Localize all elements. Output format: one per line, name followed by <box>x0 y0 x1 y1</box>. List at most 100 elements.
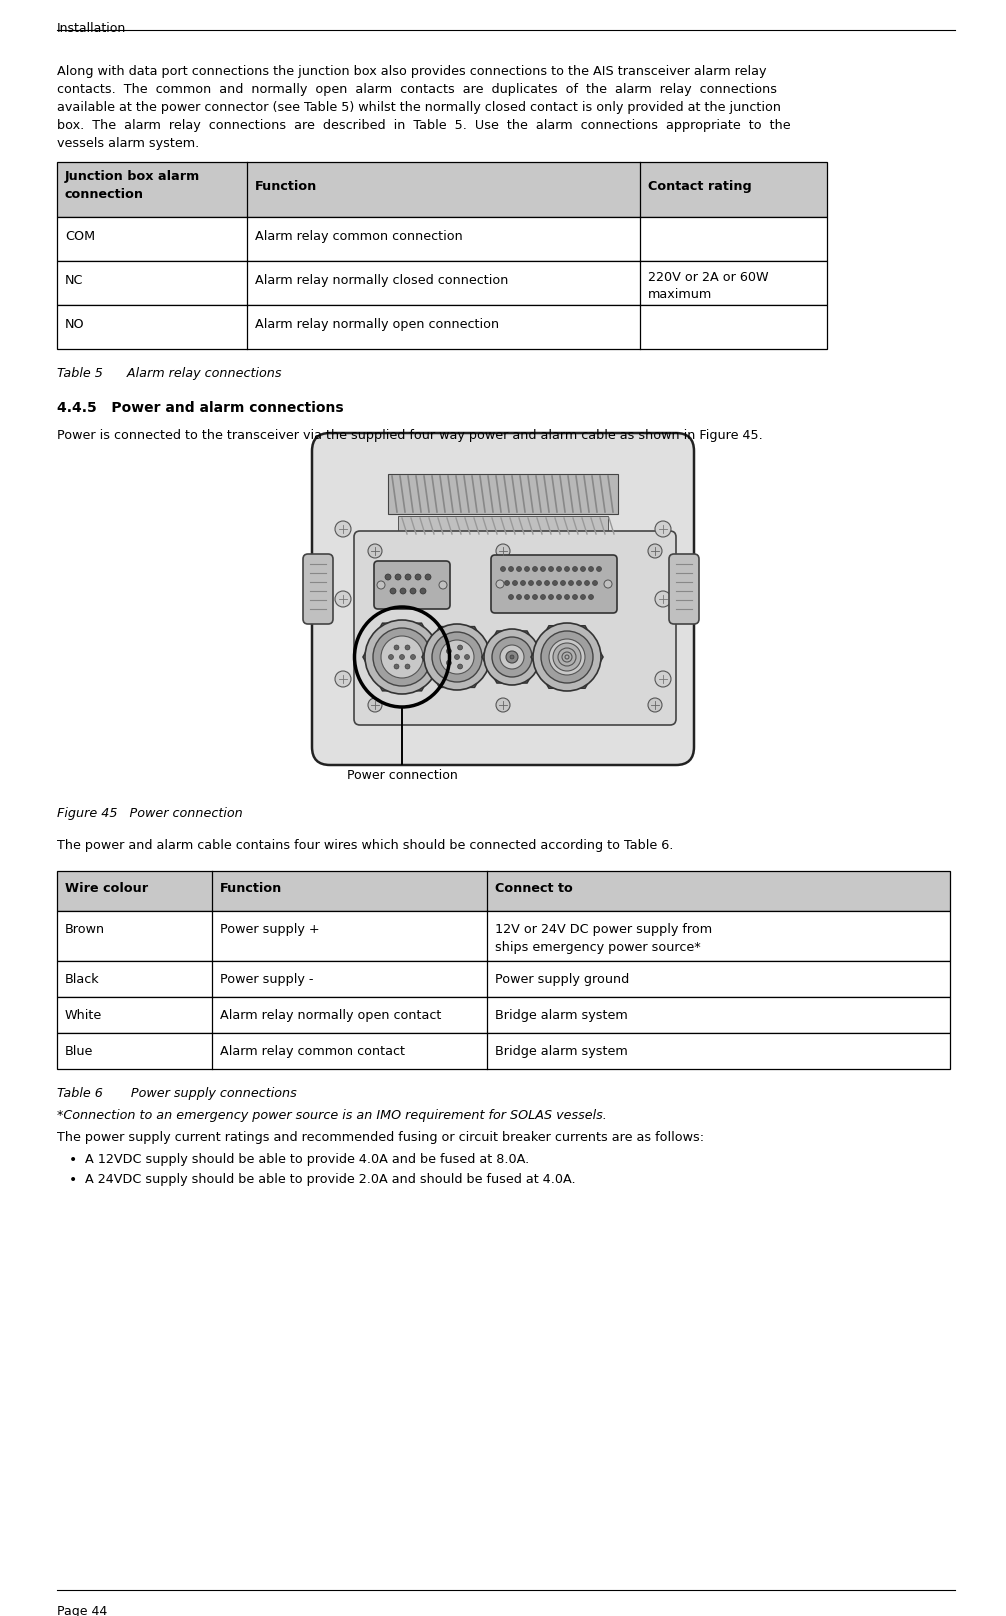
Circle shape <box>415 574 421 580</box>
Text: NC: NC <box>65 275 83 288</box>
Circle shape <box>549 638 585 675</box>
Text: Power is connected to the transceiver via the supplied four way power and alarm : Power is connected to the transceiver vi… <box>57 428 763 443</box>
Circle shape <box>520 580 525 585</box>
Circle shape <box>558 648 576 666</box>
Text: 12V or 24V DC power supply from: 12V or 24V DC power supply from <box>495 923 712 936</box>
Circle shape <box>484 629 540 685</box>
FancyBboxPatch shape <box>374 561 450 609</box>
Circle shape <box>508 595 513 600</box>
Bar <box>57 305 827 349</box>
Circle shape <box>528 580 533 585</box>
Circle shape <box>580 567 585 572</box>
Text: *Connection to an emergency power source is an IMO requirement for SOLAS vessels: *Connection to an emergency power source… <box>57 1109 607 1122</box>
Text: box.  The  alarm  relay  connections  are  described  in  Table  5.  Use  the  a: box. The alarm relay connections are des… <box>57 120 791 133</box>
Circle shape <box>458 664 463 669</box>
Bar <box>57 162 827 217</box>
Circle shape <box>532 567 537 572</box>
Circle shape <box>572 595 577 600</box>
Circle shape <box>335 520 351 537</box>
Circle shape <box>548 567 553 572</box>
Bar <box>57 871 950 911</box>
Text: Alarm relay normally open contact: Alarm relay normally open contact <box>220 1008 442 1021</box>
Circle shape <box>500 645 524 669</box>
Circle shape <box>405 664 410 669</box>
Circle shape <box>368 698 382 713</box>
Circle shape <box>540 595 545 600</box>
Circle shape <box>440 640 474 674</box>
Circle shape <box>496 545 510 558</box>
Circle shape <box>377 582 385 588</box>
Circle shape <box>399 654 404 659</box>
Circle shape <box>496 580 504 588</box>
Circle shape <box>410 588 416 595</box>
Text: •: • <box>69 1152 77 1167</box>
Circle shape <box>593 580 598 585</box>
Text: Power supply -: Power supply - <box>220 973 314 986</box>
Circle shape <box>373 629 431 687</box>
Circle shape <box>447 648 452 653</box>
Circle shape <box>458 645 463 650</box>
Circle shape <box>365 621 439 693</box>
Circle shape <box>655 671 671 687</box>
Circle shape <box>584 580 590 585</box>
Circle shape <box>395 574 401 580</box>
Circle shape <box>512 580 517 585</box>
Text: vessels alarm system.: vessels alarm system. <box>57 137 199 150</box>
Circle shape <box>576 580 581 585</box>
Circle shape <box>335 591 351 608</box>
Text: White: White <box>65 1008 103 1021</box>
Circle shape <box>432 632 482 682</box>
Circle shape <box>536 580 541 585</box>
FancyBboxPatch shape <box>312 433 694 764</box>
Circle shape <box>553 643 581 671</box>
Text: available at the power connector (see Table 5) whilst the normally closed contac: available at the power connector (see Ta… <box>57 100 781 115</box>
Circle shape <box>524 567 529 572</box>
Circle shape <box>552 580 557 585</box>
Text: Bridge alarm system: Bridge alarm system <box>495 1008 628 1021</box>
Text: Alarm relay normally closed connection: Alarm relay normally closed connection <box>255 275 508 288</box>
Circle shape <box>335 671 351 687</box>
Text: Page 44: Page 44 <box>57 1605 108 1616</box>
Text: Alarm relay common contact: Alarm relay common contact <box>220 1046 405 1058</box>
Text: The power supply current ratings and recommended fusing or circuit breaker curre: The power supply current ratings and rec… <box>57 1131 704 1144</box>
Circle shape <box>604 580 612 588</box>
FancyBboxPatch shape <box>669 554 699 624</box>
Circle shape <box>580 595 585 600</box>
Circle shape <box>655 591 671 608</box>
Text: COM: COM <box>65 229 96 242</box>
FancyBboxPatch shape <box>354 532 676 726</box>
Text: 4.4.5   Power and alarm connections: 4.4.5 Power and alarm connections <box>57 401 344 415</box>
Circle shape <box>390 588 396 595</box>
Circle shape <box>648 698 662 713</box>
Circle shape <box>516 567 521 572</box>
Text: contacts.  The  common  and  normally  open  alarm  contacts  are  duplicates  o: contacts. The common and normally open a… <box>57 82 777 95</box>
Text: Along with data port connections the junction box also provides connections to t: Along with data port connections the jun… <box>57 65 767 78</box>
Text: A 12VDC supply should be able to provide 4.0A and be fused at 8.0A.: A 12VDC supply should be able to provide… <box>85 1152 529 1167</box>
Circle shape <box>385 574 391 580</box>
FancyBboxPatch shape <box>491 554 617 612</box>
Circle shape <box>492 637 532 677</box>
Circle shape <box>532 595 537 600</box>
Text: Brown: Brown <box>65 923 105 936</box>
FancyBboxPatch shape <box>303 554 333 624</box>
Text: Alarm relay normally open connection: Alarm relay normally open connection <box>255 318 499 331</box>
Circle shape <box>524 595 529 600</box>
Text: •: • <box>69 1173 77 1188</box>
Text: Junction box alarm: Junction box alarm <box>65 170 200 183</box>
Text: Contact rating: Contact rating <box>648 179 751 192</box>
Circle shape <box>394 645 399 650</box>
Text: Table 6       Power supply connections: Table 6 Power supply connections <box>57 1088 297 1100</box>
Circle shape <box>648 545 662 558</box>
Circle shape <box>368 545 382 558</box>
Text: A 24VDC supply should be able to provide 2.0A and should be fused at 4.0A.: A 24VDC supply should be able to provide… <box>85 1173 575 1186</box>
Circle shape <box>564 567 569 572</box>
Circle shape <box>496 698 510 713</box>
Circle shape <box>597 567 602 572</box>
Text: Figure 45   Power connection: Figure 45 Power connection <box>57 806 242 819</box>
Circle shape <box>425 574 431 580</box>
Text: Bridge alarm system: Bridge alarm system <box>495 1046 628 1058</box>
Circle shape <box>564 595 569 600</box>
Circle shape <box>424 624 490 690</box>
Circle shape <box>589 567 594 572</box>
Circle shape <box>400 588 406 595</box>
